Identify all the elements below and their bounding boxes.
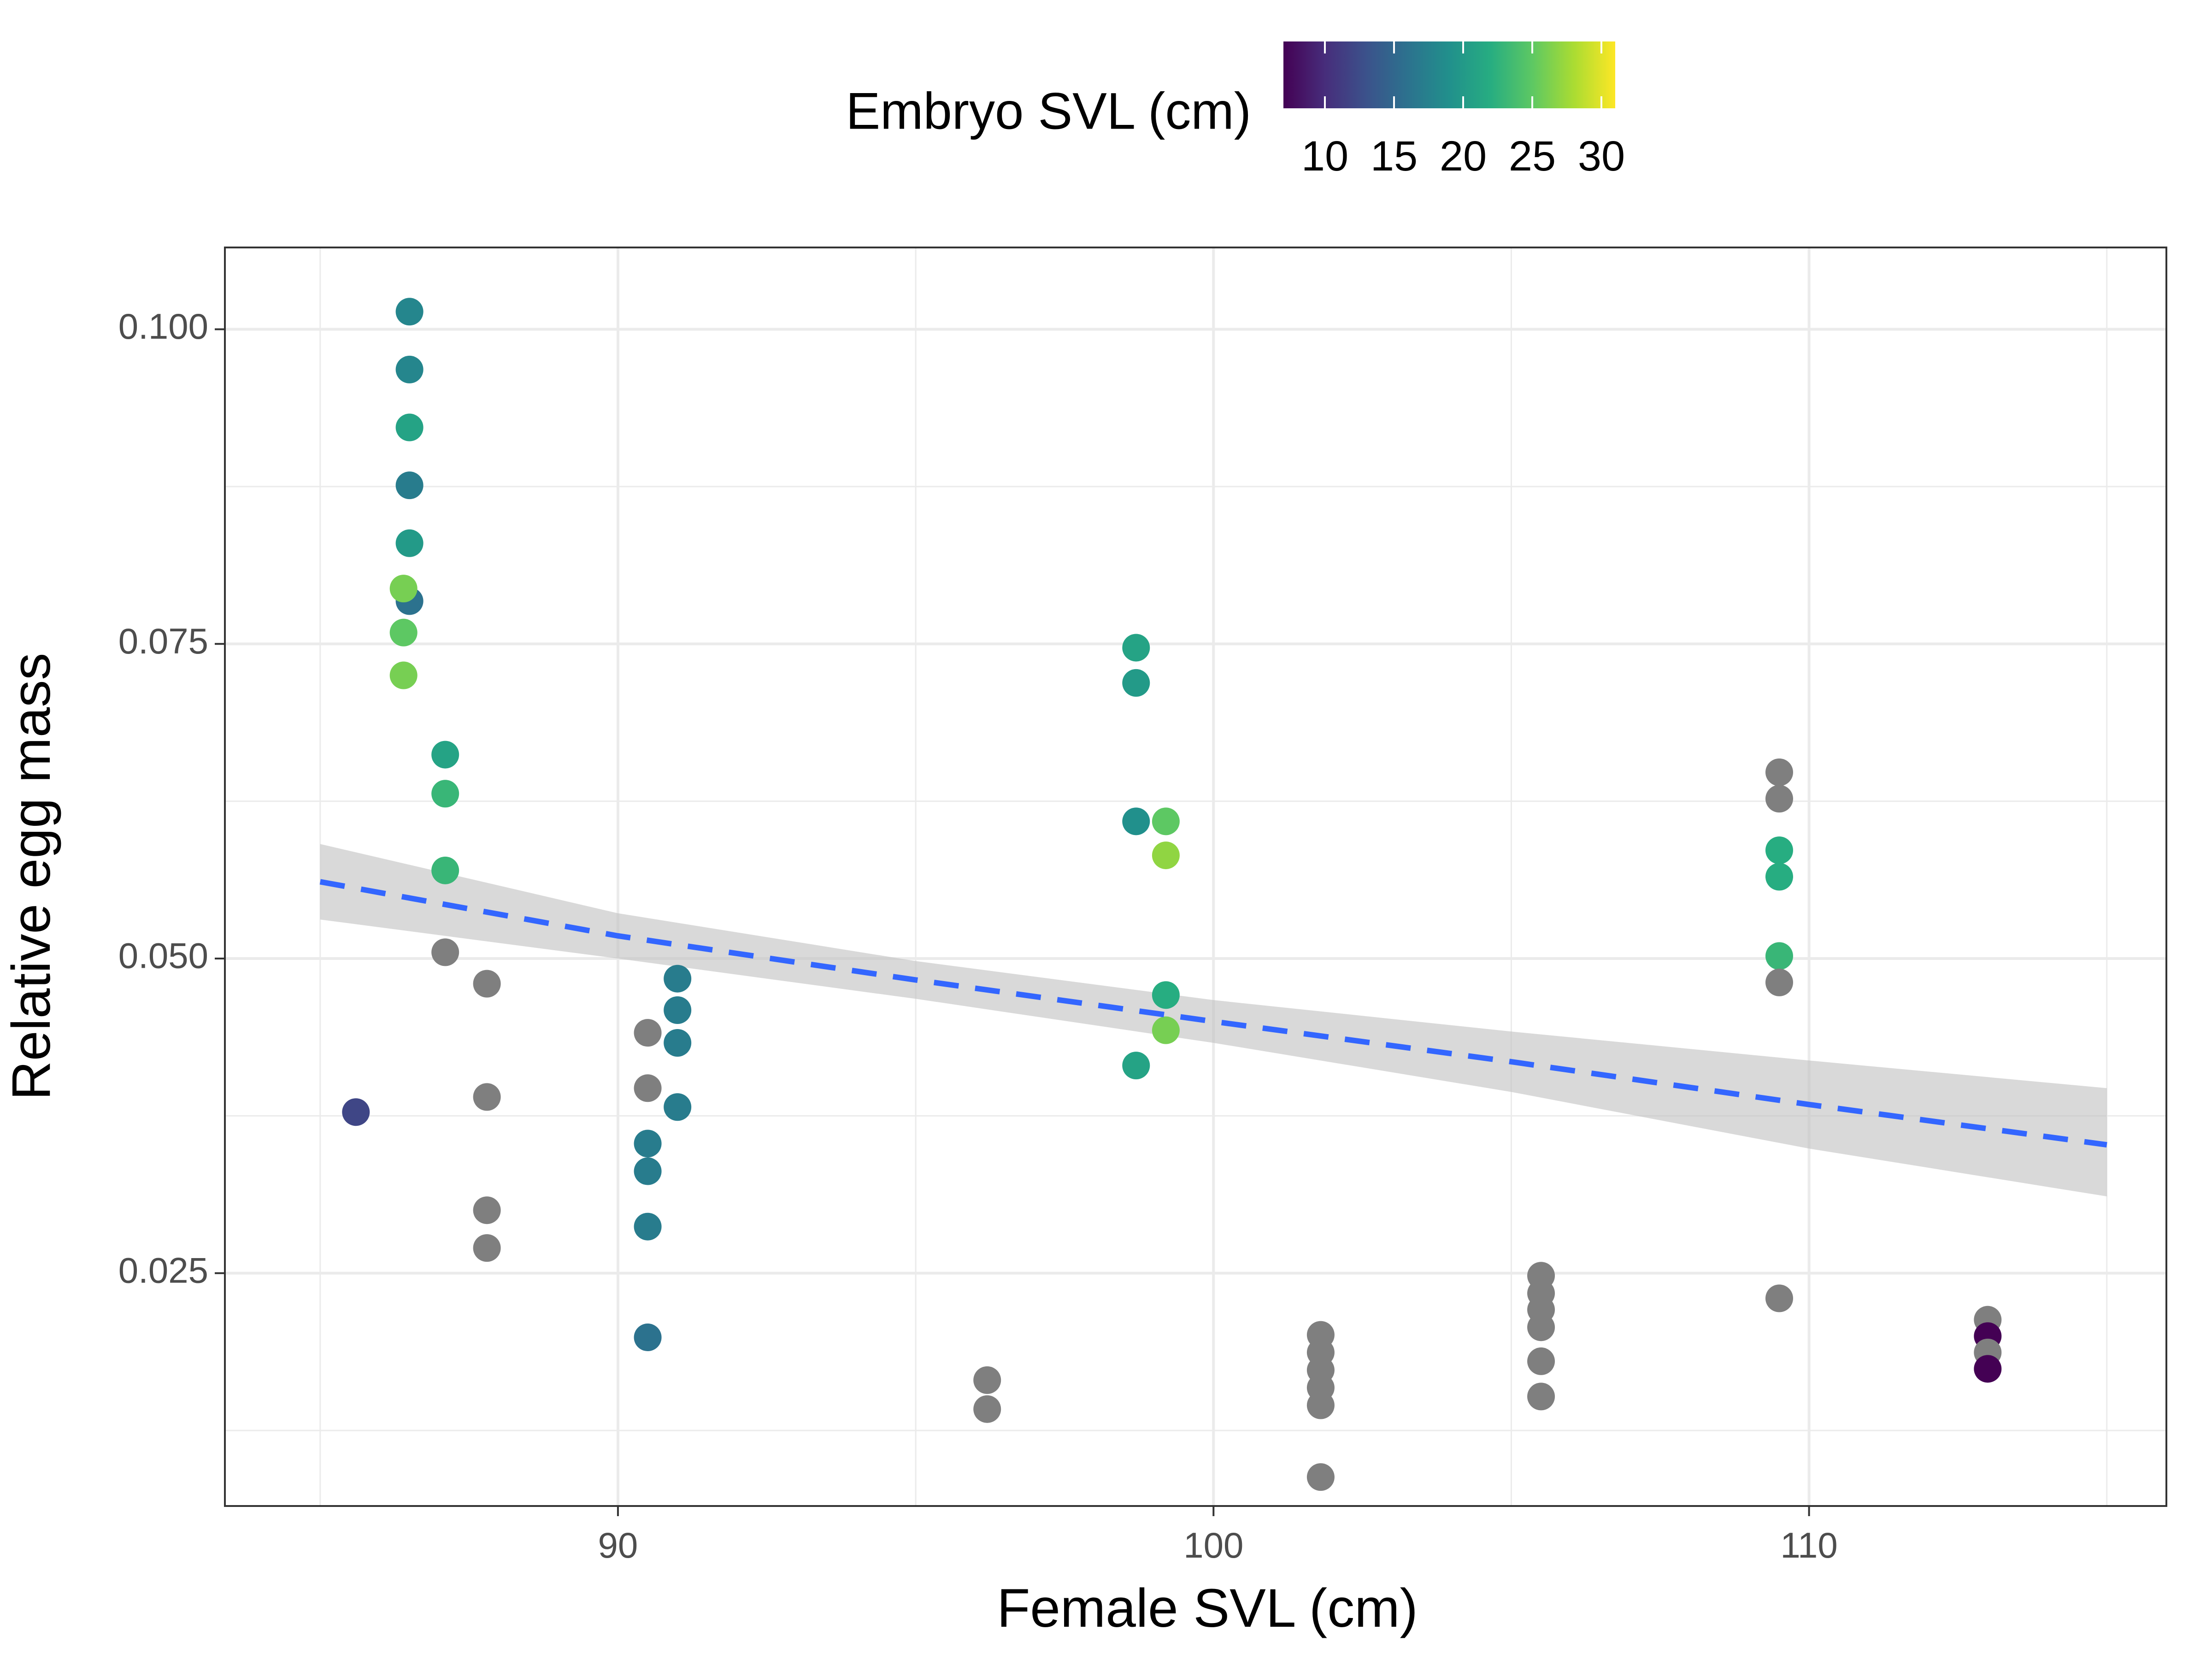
data-point: [1152, 981, 1180, 1009]
data-point: [473, 1234, 501, 1262]
y-axis: 0.025 0.050 0.075 0.100: [118, 306, 225, 1290]
data-point: [431, 741, 459, 769]
grid-major: [225, 247, 2166, 1506]
legend: Embryo SVL (cm) 10 15 20 25 30: [846, 41, 1625, 180]
data-point: [634, 1157, 662, 1185]
data-point: [1152, 841, 1180, 870]
data-point: [473, 1083, 501, 1111]
colorbar-tick-label: 30: [1578, 133, 1625, 180]
data-point: [1765, 836, 1793, 865]
colorbar-tick-label: 25: [1509, 133, 1556, 180]
data-point: [389, 618, 418, 647]
y-tick-label: 0.075: [118, 621, 208, 661]
x-tick-label: 110: [1780, 1525, 1837, 1565]
panel-background: [225, 247, 2166, 1506]
data-point: [1122, 1052, 1150, 1080]
data-point: [431, 856, 459, 884]
colorbar-tick-label: 15: [1371, 133, 1418, 180]
data-point: [395, 471, 424, 500]
points-layer: [342, 298, 2002, 1491]
data-point: [1527, 1313, 1555, 1341]
data-point: [395, 413, 424, 441]
x-axis-title: Female SVL (cm): [997, 1578, 1418, 1639]
data-point: [973, 1395, 1001, 1423]
y-tick-label: 0.025: [118, 1250, 208, 1290]
x-tick-label: 100: [1183, 1525, 1243, 1565]
data-point: [1306, 1463, 1335, 1491]
y-tick-label: 0.050: [118, 935, 208, 976]
data-point: [664, 965, 692, 993]
confidence-band: [320, 844, 2107, 1197]
data-point: [1122, 669, 1150, 697]
data-point: [634, 1074, 662, 1102]
data-point: [664, 1093, 692, 1121]
data-point: [1765, 785, 1793, 813]
data-point: [1765, 968, 1793, 996]
data-point: [664, 996, 692, 1024]
data-point: [431, 938, 459, 966]
data-point: [1122, 807, 1150, 835]
colorbar-tick-label: 20: [1440, 133, 1487, 180]
plot-panel: [224, 247, 2167, 1507]
data-point: [1765, 1284, 1793, 1312]
data-point: [395, 529, 424, 557]
data-point: [395, 355, 424, 383]
colorbar-ticks: 10 15 20 25 30: [1301, 41, 1625, 180]
panel-border: [224, 247, 2167, 1507]
data-point: [634, 1019, 662, 1047]
data-point: [1974, 1355, 2002, 1383]
data-point: [1765, 863, 1793, 891]
x-axis: 90 100 110: [598, 1506, 1838, 1565]
colorbar-tick-label: 10: [1301, 133, 1348, 180]
legend-title: Embryo SVL (cm): [846, 82, 1251, 140]
y-tick-label: 0.100: [118, 306, 208, 347]
data-point: [1527, 1382, 1555, 1411]
data-point: [473, 970, 501, 998]
data-point: [973, 1366, 1001, 1394]
data-point: [1152, 807, 1180, 835]
data-point: [1527, 1347, 1555, 1375]
grid-minor: [225, 247, 2166, 1506]
data-point: [1152, 1016, 1180, 1044]
data-point: [389, 575, 418, 603]
data-point: [1122, 634, 1150, 662]
data-point: [1765, 942, 1793, 970]
data-point: [1306, 1391, 1335, 1419]
data-point: [395, 298, 424, 326]
data-point: [389, 661, 418, 689]
colorbar: [1283, 41, 1615, 108]
y-axis-title: Relative egg mass: [1, 653, 62, 1100]
data-point: [473, 1196, 501, 1224]
data-point: [634, 1212, 662, 1241]
data-point: [1765, 758, 1793, 786]
data-point: [634, 1324, 662, 1352]
trend-line: [319, 879, 2107, 1148]
data-point: [664, 1029, 692, 1057]
x-tick-label: 90: [598, 1525, 638, 1565]
data-point: [342, 1098, 370, 1126]
data-point: [431, 780, 459, 808]
data-point: [634, 1130, 662, 1158]
